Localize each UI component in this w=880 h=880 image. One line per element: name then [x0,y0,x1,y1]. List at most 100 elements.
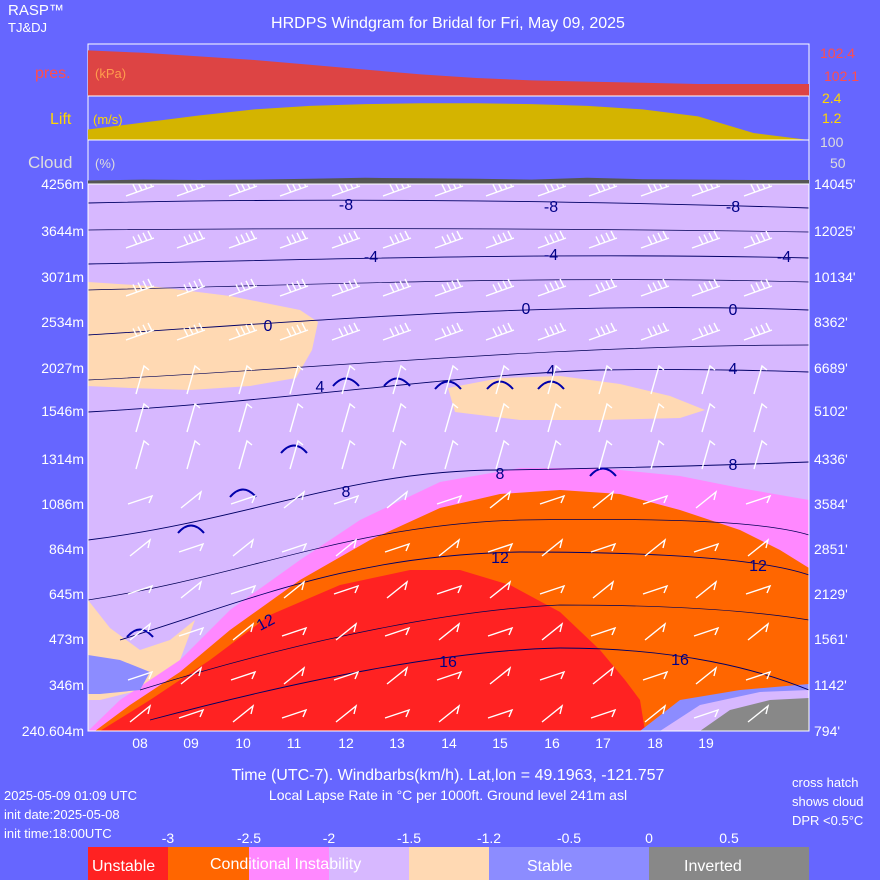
wind-barb [598,364,613,395]
wind-barb [592,666,615,685]
wind-barb [541,622,564,641]
wind-barb [279,322,309,341]
isotherm-label: 4 [316,379,325,396]
y-tick-label: 473m [49,631,84,647]
isotherm-label: 0 [522,301,531,318]
wind-barb [693,626,720,637]
legend-scale-value: 0.5 [719,830,739,846]
wind-barb [125,322,155,341]
wind-barb [640,278,670,297]
inverted-wedge [700,698,809,731]
chart-title: HRDPS Windgram for Bridal for Fri, May 0… [271,15,625,32]
wind-barb [238,439,253,470]
wind-barb [127,584,154,595]
wind-barb [701,439,716,470]
wind-barb [232,622,255,641]
wind-barb [279,278,309,297]
wind-barb [281,542,308,553]
wind-barb [125,184,155,197]
wind-barb [178,708,205,719]
wind-barb [743,230,773,249]
wind-barb [180,666,203,685]
wind-barb [384,708,411,719]
wind-barb [135,402,150,433]
pressure-unit: (kPa) [95,66,126,81]
x-tick-label: 18 [647,735,663,751]
y-tick-label: 1086m [41,496,84,512]
isotherm-label: 8 [729,457,738,474]
thermal-arc [589,467,617,477]
wind-barb [178,542,205,553]
red-zone [100,570,645,731]
wind-barb [180,580,203,599]
wind-barb [438,622,461,641]
wind-barb [592,580,615,599]
x-tick-label: 08 [132,735,148,751]
field-border [87,183,810,732]
lapse-rate-field: -8 -8 -8 -4 -4 -4 0 0 0 4 4 4 8 8 8 12 1… [88,184,809,731]
cloud-label: Cloud [28,153,72,172]
legend-swatch-unstable [88,847,168,880]
wind-barb [487,626,514,637]
note-line-1: cross hatch [792,775,858,790]
wind-barb [590,542,617,553]
y-tick-label: 4256m [41,176,84,192]
wind-barb [335,538,358,557]
wind-barb [590,626,617,637]
cloud-panel: Cloud (%) 100 50 [28,134,846,185]
wind-barb [444,439,459,470]
thermal-arc [280,444,308,454]
wind-barb [695,666,718,685]
isotherm-neg4 [88,255,809,265]
lapse-line-c [88,344,809,381]
wind-barb [135,364,150,395]
wind-barb [238,364,253,395]
wind-barb [753,439,768,470]
wind-barb [230,584,257,595]
wind-barb [228,322,258,341]
wind-barb [436,670,463,681]
isotherm-label: -4 [777,249,791,266]
authors-label: TJ&DJ [8,20,47,35]
wind-barb [745,494,772,505]
wind-barb [691,184,721,197]
wind-barb [279,230,309,249]
wind-barb [230,494,257,505]
wind-barb [333,494,360,505]
x-axis-label: Time (UTC-7). Windbarbs(km/h). Lat,lon =… [232,767,665,784]
wind-barb [176,322,206,341]
wind-barb [436,494,463,505]
isotherm-label: 12 [491,550,509,567]
wind-barb [333,670,360,681]
wind-barb [642,584,669,595]
wind-barb [644,704,667,723]
wind-barb [691,322,721,341]
lift-unit: (m/s) [93,112,123,127]
wind-barb [129,622,152,641]
wind-barb [341,402,356,433]
wind-barb [186,402,201,433]
wind-barb [125,230,155,249]
wind-barb [392,439,407,470]
x-tick-label: 13 [389,735,405,751]
isotherm-label: -8 [339,197,353,214]
legend-swatch-stable [489,847,649,880]
isotherm-label: 8 [496,466,505,483]
wind-barb [283,666,306,685]
y-tick-label: 2027m [41,360,84,376]
y-tick-label: 3071m [41,269,84,285]
wind-barb [640,184,670,197]
legend-label-conditional: Conditional Instability [210,856,361,873]
y-tick-label-right: 3584' [814,496,848,512]
thermal-arc [126,628,154,638]
isotherm-label: 16 [671,652,689,669]
legend-swatch-lavender [329,847,409,880]
wind-barb [592,490,615,509]
wind-barb [232,538,255,557]
wind-barb [386,666,409,685]
wind-barb [644,622,667,641]
wind-barb [289,439,304,470]
wind-barb [495,402,510,433]
wind-barb [384,626,411,637]
wind-barb [230,670,257,681]
